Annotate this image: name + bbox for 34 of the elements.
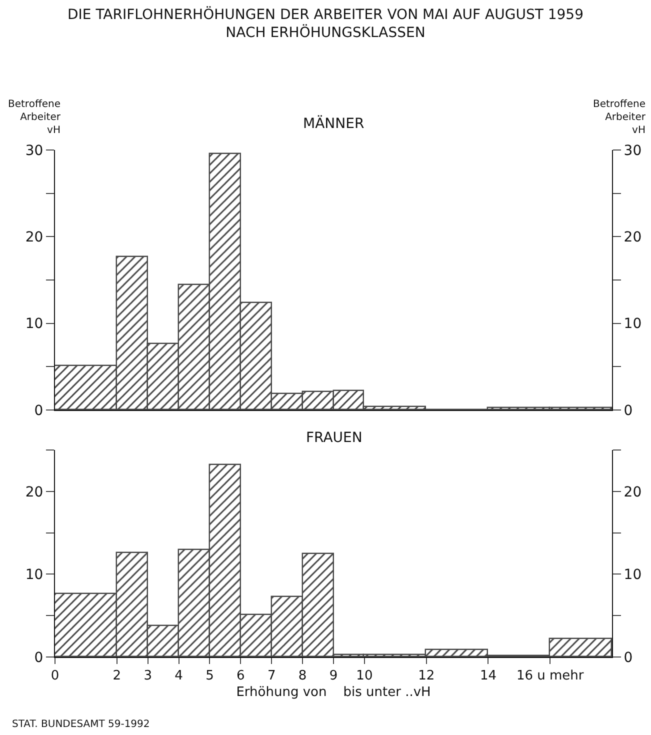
x-tick-label: 10	[356, 668, 373, 684]
x-tick-label: 9	[329, 668, 338, 684]
x-tick-label: 7	[267, 668, 276, 684]
y-tick-label: 10	[25, 316, 44, 332]
x-tick-label: 14	[480, 668, 496, 684]
y-tick-label: 20	[25, 484, 44, 500]
chart-title: FRAUEN	[306, 430, 362, 446]
chart-title: DIE TARIFLOHNERHÖHUNGEN DER ARBEITER VON MAI AUF AUGUST 1959 NACH ERHÖHUNGSKLASSEN	[68, 6, 584, 42]
y-tick-label: 10	[25, 567, 44, 584]
x-tick-label: 3	[144, 668, 152, 684]
x-tick-label: 2	[112, 668, 122, 684]
y2-tick-label: 20	[624, 230, 642, 246]
y-tick-label: 0	[34, 402, 44, 419]
chart-subtitle: MÄNNER	[303, 115, 364, 132]
y2-tick-label: 30	[624, 142, 642, 159]
y-axis-title: Betroffene Arbeiter vH	[8, 99, 62, 136]
y2-tick-label: 20	[624, 484, 642, 500]
x-tick-label: 4	[174, 668, 183, 684]
x-tick-label: 8	[298, 668, 307, 684]
y2-tick-label: 10	[624, 567, 642, 584]
y-tick-label: 0	[34, 650, 44, 666]
y-tick-label: 30	[25, 142, 44, 159]
x-tick-label: 12	[418, 668, 435, 684]
y2-tick-label: 0	[624, 402, 633, 419]
x-axis-title: Erhöhung von bis unter ..vH	[236, 685, 431, 700]
x-tick-label: 0	[50, 668, 60, 684]
x-tick-label: 6	[236, 668, 245, 684]
x-tick-label: 5	[206, 668, 214, 684]
y2-tick-label: 0	[624, 650, 633, 666]
text: STAT. BUNDESAMT 59-1992	[12, 719, 150, 730]
x-tick-label: 16 u mehr	[516, 668, 584, 684]
y2-tick-label: 10	[624, 316, 642, 332]
y-tick-label: 20	[25, 230, 44, 246]
y2-axis-title: Betroffene Arbeiter vH	[593, 99, 646, 136]
